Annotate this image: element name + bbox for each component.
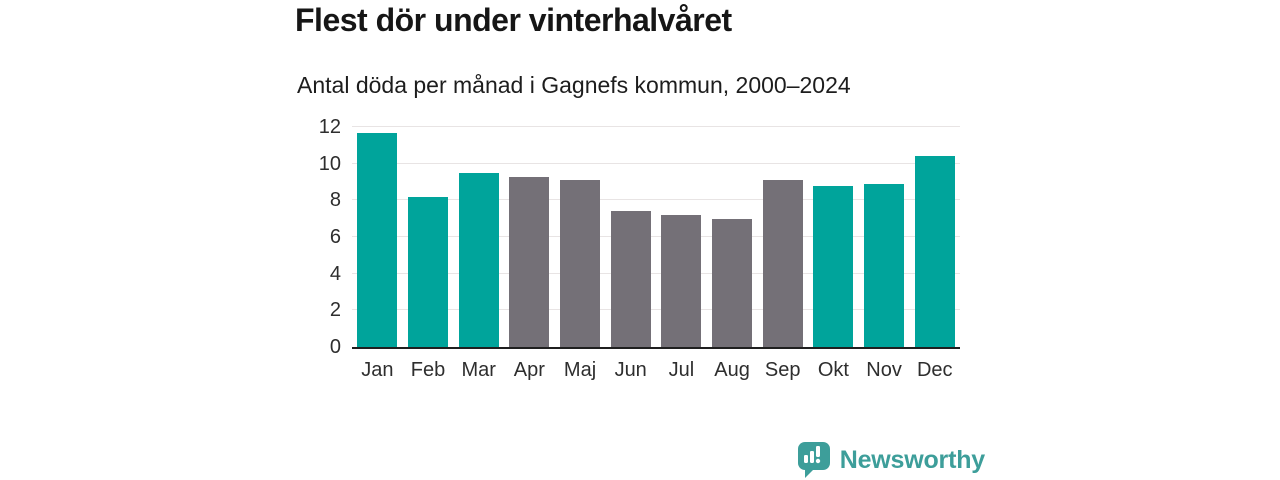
y-tick-label-8: 8 [329, 189, 341, 212]
gridline-6 [352, 236, 960, 237]
content: Flest dör under vinterhalvåret Antal död… [295, 0, 985, 480]
brand-name: Newsworthy [839, 445, 985, 474]
bar-slot-jan [352, 127, 403, 347]
gridline-12 [352, 126, 960, 127]
newsworthy-logo-icon [797, 442, 830, 478]
x-tick-label-mar: Mar [461, 359, 496, 381]
x-tick-label-maj: Maj [563, 359, 597, 381]
bar-slot-maj [555, 127, 606, 347]
gridline-4 [352, 272, 960, 274]
gridline-2 [352, 309, 960, 311]
bar-slot-okt [808, 127, 859, 347]
y-tick-label-0: 0 [329, 336, 341, 358]
bar-okt [813, 185, 854, 347]
bar-slot-aug [707, 127, 758, 347]
plot-area [352, 126, 960, 349]
bar-jun [610, 211, 651, 347]
y-tick-label-2: 2 [329, 299, 341, 322]
x-tick-label-jan: Jan [361, 359, 394, 381]
y-tick-label-12: 12 [318, 116, 341, 138]
bars [352, 127, 960, 347]
bar-jul [661, 215, 702, 347]
gridline-10 [352, 162, 960, 164]
y-tick-label-6: 6 [329, 226, 341, 248]
gridline-8 [352, 199, 960, 201]
bar-dec [914, 156, 955, 347]
x-tick-label-sep: Sep [764, 359, 801, 381]
x-tick-label-aug: Aug [714, 359, 750, 381]
bar-feb [408, 196, 448, 347]
chart-subtitle: Antal döda per månad i Gagnefs kommun, 2… [297, 72, 851, 98]
chart-title: Flest dör under vinterhalvåret [295, 2, 732, 38]
bar-slot-mar [453, 127, 504, 347]
bar-slot-apr [504, 127, 555, 347]
x-tick-label-dec: Dec [916, 359, 953, 381]
bar-slot-jul [656, 127, 707, 347]
bar-slot-dec [909, 127, 960, 347]
bar-apr [509, 176, 550, 347]
bar-slot-feb [403, 127, 454, 347]
x-tick-label-nov: Nov [866, 359, 902, 381]
bar-maj [560, 180, 601, 347]
x-tick-label-okt: Okt [817, 359, 849, 381]
bar-slot-nov [859, 127, 910, 347]
x-axis: Jan Feb Mar Apr Maj Jun Jul Aug Sep Okt Nov Dec [352, 358, 960, 382]
x-tick-label-jul: Jul [668, 359, 695, 381]
y-axis: 0 2 4 6 8 10 12 [295, 117, 341, 357]
bar-slot-sep [757, 127, 808, 347]
bar-slot-jun [605, 127, 656, 347]
x-tick-label-apr: Apr [513, 359, 545, 381]
brand-footer: Newsworthy [797, 442, 985, 478]
x-tick-label-jun: Jun [614, 359, 647, 381]
y-tick-label-4: 4 [329, 262, 341, 285]
x-tick-label-feb: Feb [410, 359, 446, 381]
y-tick-label-10: 10 [318, 152, 341, 175]
bar-mar [458, 172, 499, 347]
bar-sep [762, 180, 803, 347]
bar-aug [712, 218, 753, 347]
bar-nov [864, 183, 905, 347]
bar-jan [357, 132, 398, 347]
